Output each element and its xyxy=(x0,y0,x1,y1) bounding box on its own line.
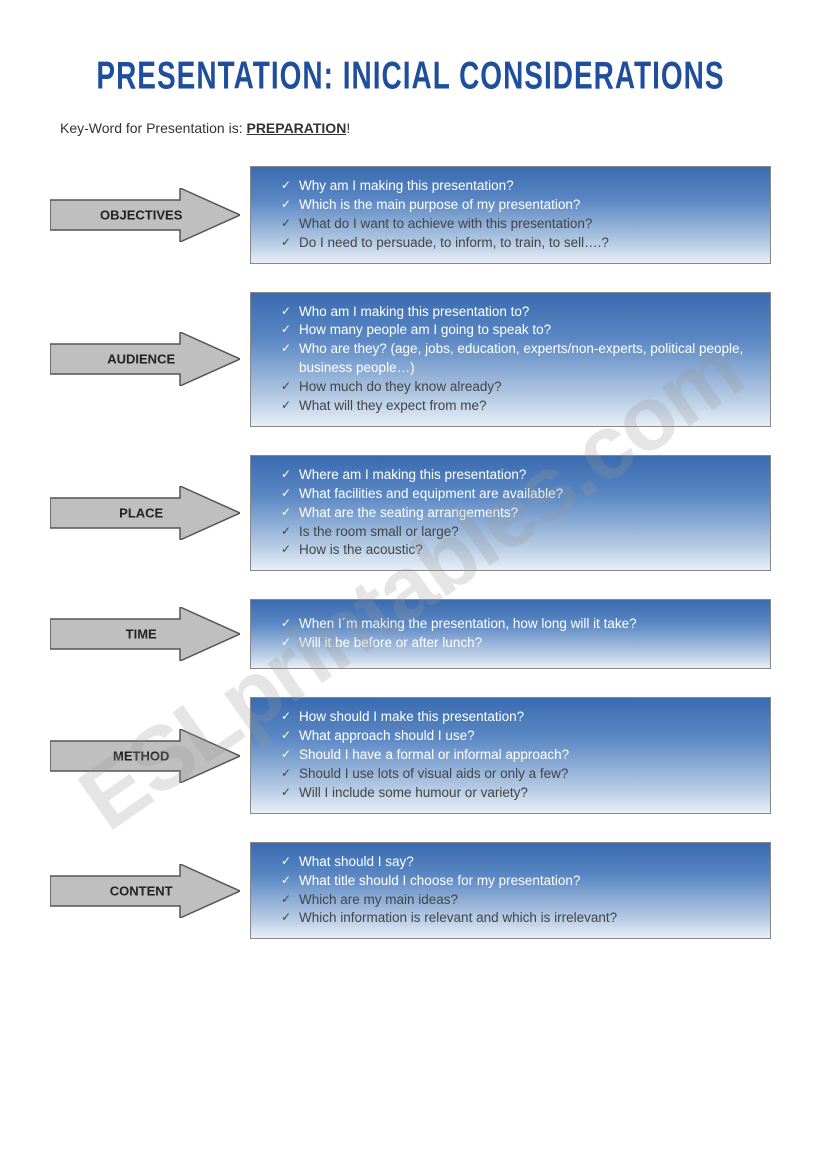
item-list: What should I say?What title should I ch… xyxy=(281,853,756,929)
list-item: Which information is relevant and which … xyxy=(281,909,756,928)
keyword-suffix: ! xyxy=(346,120,350,136)
arrow-shape: TIME xyxy=(50,607,240,661)
arrow-shape: OBJECTIVES xyxy=(50,188,240,242)
list-item: When I´m making the presentation, how lo… xyxy=(281,615,756,634)
arrow-wrap: PLACE xyxy=(50,486,250,540)
arrow-shape: METHOD xyxy=(50,729,240,783)
arrow-label: PLACE xyxy=(119,506,163,521)
list-item: How much do they know already? xyxy=(281,378,756,397)
list-item: Where am I making this presentation? xyxy=(281,466,756,485)
arrow-wrap: CONTENT xyxy=(50,864,250,918)
list-item: Will it be before or after lunch? xyxy=(281,634,756,653)
list-item: What facilities and equipment are availa… xyxy=(281,485,756,504)
arrow-wrap: METHOD xyxy=(50,729,250,783)
list-item: Will I include some humour or variety? xyxy=(281,784,756,803)
list-item: How should I make this presentation? xyxy=(281,708,756,727)
section-row: AUDIENCE Who am I making this presentati… xyxy=(50,292,771,427)
list-item: How is the acoustic? xyxy=(281,541,756,560)
list-item: Should I have a formal or informal appro… xyxy=(281,746,756,765)
content-box: Who am I making this presentation to?How… xyxy=(250,292,771,427)
arrow-wrap: OBJECTIVES xyxy=(50,188,250,242)
list-item: What do I want to achieve with this pres… xyxy=(281,215,756,234)
keyword-prefix: Key-Word for Presentation is: xyxy=(60,120,246,136)
section-row: PLACE Where am I making this presentatio… xyxy=(50,455,771,571)
arrow-shape: PLACE xyxy=(50,486,240,540)
content-box: Why am I making this presentation?Which … xyxy=(250,166,771,264)
arrow-label: AUDIENCE xyxy=(107,352,175,367)
list-item: Who am I making this presentation to? xyxy=(281,303,756,322)
list-item: Is the room small or large? xyxy=(281,523,756,542)
arrow-label: OBJECTIVES xyxy=(100,207,182,222)
section-row: METHOD How should I make this presentati… xyxy=(50,697,771,813)
page-title: PRESENTATION: INICIAL CONSIDERATIONS xyxy=(50,54,771,99)
item-list: When I´m making the presentation, how lo… xyxy=(281,615,756,653)
list-item: What should I say? xyxy=(281,853,756,872)
arrow-label: METHOD xyxy=(113,748,169,763)
arrow-label: TIME xyxy=(126,627,157,642)
list-item: What are the seating arrangements? xyxy=(281,504,756,523)
arrow-label: CONTENT xyxy=(110,883,173,898)
arrow-wrap: TIME xyxy=(50,607,250,661)
arrow-shape: CONTENT xyxy=(50,864,240,918)
list-item: What approach should I use? xyxy=(281,727,756,746)
list-item: Should I use lots of visual aids or only… xyxy=(281,765,756,784)
section-row: TIME When I´m making the presentation, h… xyxy=(50,599,771,669)
list-item: What title should I choose for my presen… xyxy=(281,872,756,891)
item-list: Where am I making this presentation?What… xyxy=(281,466,756,560)
item-list: How should I make this presentation?What… xyxy=(281,708,756,802)
sections-container: OBJECTIVES Why am I making this presenta… xyxy=(50,166,771,939)
list-item: How many people am I going to speak to? xyxy=(281,321,756,340)
list-item: Who are they? (age, jobs, education, exp… xyxy=(281,340,756,378)
list-item: Why am I making this presentation? xyxy=(281,177,756,196)
keyword-value: PREPARATION xyxy=(246,120,346,136)
item-list: Why am I making this presentation?Which … xyxy=(281,177,756,253)
content-box: Where am I making this presentation?What… xyxy=(250,455,771,571)
list-item: Which are my main ideas? xyxy=(281,891,756,910)
arrow-wrap: AUDIENCE xyxy=(50,332,250,386)
section-row: OBJECTIVES Why am I making this presenta… xyxy=(50,166,771,264)
content-box: How should I make this presentation?What… xyxy=(250,697,771,813)
list-item: What will they expect from me? xyxy=(281,397,756,416)
item-list: Who am I making this presentation to?How… xyxy=(281,303,756,416)
arrow-shape: AUDIENCE xyxy=(50,332,240,386)
section-row: CONTENT What should I say?What title sho… xyxy=(50,842,771,940)
content-box: When I´m making the presentation, how lo… xyxy=(250,599,771,669)
list-item: Which is the main purpose of my presenta… xyxy=(281,196,756,215)
content-box: What should I say?What title should I ch… xyxy=(250,842,771,940)
keyword-line: Key-Word for Presentation is: PREPARATIO… xyxy=(60,120,771,136)
list-item: Do I need to persuade, to inform, to tra… xyxy=(281,234,756,253)
